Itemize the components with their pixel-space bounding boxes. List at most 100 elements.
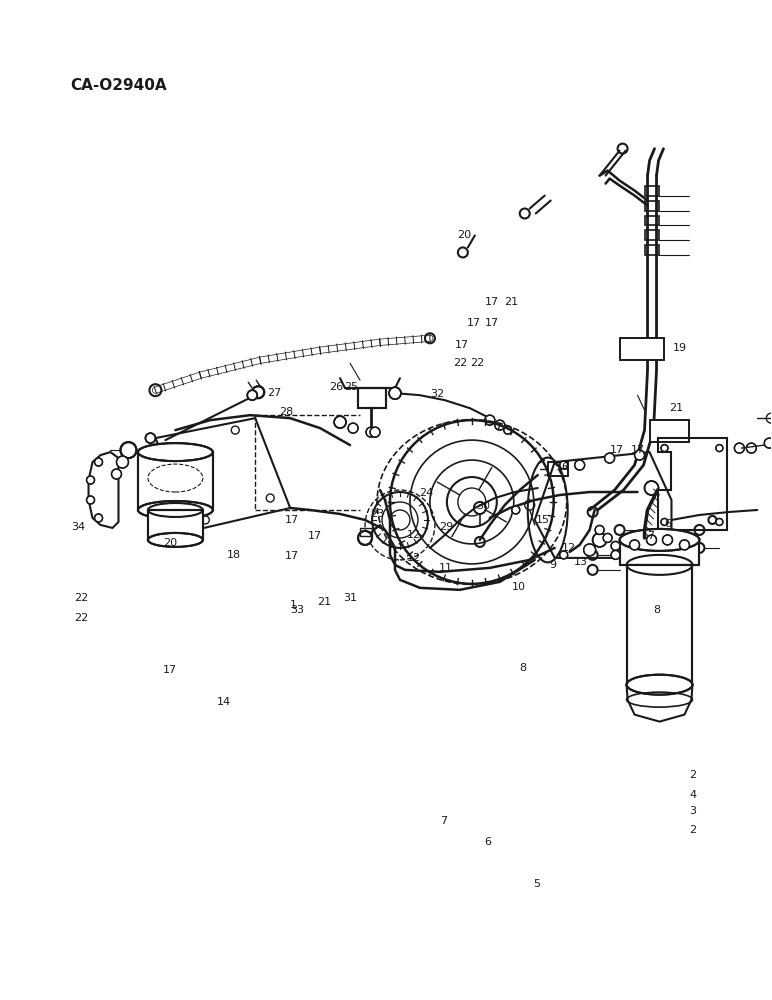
Text: 8: 8 [519, 663, 526, 673]
Circle shape [94, 514, 103, 522]
Text: 22: 22 [73, 593, 88, 603]
Bar [645, 216, 659, 225]
Bar [645, 186, 659, 196]
Text: 17: 17 [285, 551, 299, 561]
Text: 2: 2 [689, 825, 696, 835]
Circle shape [734, 443, 744, 453]
Circle shape [86, 476, 94, 484]
Circle shape [504, 426, 512, 434]
Bar [645, 245, 659, 255]
Circle shape [679, 540, 689, 550]
Bar [649, 420, 689, 442]
Text: 17: 17 [486, 297, 499, 307]
Text: 3: 3 [689, 806, 696, 816]
Bar [358, 388, 386, 408]
Text: 27: 27 [267, 388, 281, 398]
Circle shape [662, 535, 672, 545]
Ellipse shape [627, 675, 692, 695]
Circle shape [370, 427, 380, 437]
Text: 19: 19 [673, 343, 687, 353]
Text: 21: 21 [317, 597, 331, 607]
Circle shape [560, 461, 567, 469]
Text: 9: 9 [549, 560, 556, 570]
Circle shape [334, 416, 346, 428]
Circle shape [747, 443, 757, 453]
Bar [148, 510, 203, 540]
Text: 8: 8 [653, 605, 660, 615]
Text: 32: 32 [431, 389, 445, 399]
Text: 17: 17 [467, 318, 481, 328]
Circle shape [366, 427, 376, 437]
Bar [148, 510, 203, 540]
Circle shape [474, 502, 486, 514]
Circle shape [348, 423, 358, 433]
Text: 22: 22 [453, 358, 467, 368]
Circle shape [94, 458, 103, 466]
Text: 22: 22 [471, 358, 485, 368]
Text: 31: 31 [343, 593, 357, 603]
Text: 10: 10 [512, 582, 526, 592]
Text: 26: 26 [329, 382, 343, 392]
Circle shape [645, 481, 659, 495]
Ellipse shape [138, 443, 213, 461]
Circle shape [86, 496, 94, 504]
Circle shape [611, 550, 620, 559]
Text: 6: 6 [484, 837, 491, 847]
Circle shape [716, 445, 723, 452]
Circle shape [593, 533, 607, 547]
Circle shape [120, 442, 137, 458]
Text: 7: 7 [647, 531, 654, 541]
Circle shape [764, 438, 772, 448]
Bar [620, 540, 699, 565]
Text: 20: 20 [163, 538, 178, 548]
Text: 2: 2 [689, 770, 696, 780]
Circle shape [485, 415, 495, 425]
Text: 5: 5 [533, 879, 540, 889]
Text: 15: 15 [536, 515, 550, 525]
Circle shape [661, 518, 668, 525]
Circle shape [495, 420, 505, 430]
Text: 13: 13 [574, 557, 588, 567]
Text: 28: 28 [279, 407, 293, 417]
Circle shape [574, 460, 584, 470]
Text: 33: 33 [290, 605, 304, 615]
Text: 21: 21 [669, 403, 682, 413]
Circle shape [603, 533, 612, 542]
Text: 17: 17 [610, 445, 625, 455]
Text: CA-O2940A: CA-O2940A [70, 78, 167, 93]
Circle shape [117, 456, 128, 468]
Text: 17: 17 [162, 665, 177, 675]
Text: 12: 12 [407, 553, 421, 563]
Text: 4: 4 [689, 790, 696, 800]
Text: 12: 12 [561, 543, 576, 553]
Text: 25: 25 [344, 382, 358, 392]
Text: 14: 14 [217, 697, 232, 707]
Text: 34: 34 [71, 522, 85, 532]
Text: 11: 11 [438, 563, 452, 573]
Text: 6: 6 [664, 519, 671, 529]
Text: 17: 17 [308, 531, 322, 541]
Circle shape [111, 469, 121, 479]
Ellipse shape [620, 529, 699, 551]
Text: 17: 17 [455, 340, 469, 350]
Circle shape [247, 390, 257, 400]
Text: 1: 1 [290, 600, 297, 610]
Circle shape [595, 525, 604, 534]
Bar [645, 230, 659, 240]
Text: 17: 17 [486, 318, 499, 328]
Text: 17: 17 [285, 515, 299, 525]
Circle shape [635, 450, 645, 460]
Bar [358, 388, 386, 408]
Circle shape [252, 386, 264, 398]
Text: 18: 18 [226, 550, 241, 560]
Circle shape [358, 531, 372, 545]
Text: 20: 20 [458, 230, 472, 240]
Text: 30: 30 [476, 501, 490, 511]
Circle shape [512, 506, 520, 514]
Bar [547, 462, 567, 476]
Text: 24: 24 [419, 488, 433, 498]
Bar [649, 420, 689, 442]
Text: 29: 29 [439, 522, 453, 532]
Circle shape [584, 544, 596, 556]
Circle shape [604, 453, 615, 463]
